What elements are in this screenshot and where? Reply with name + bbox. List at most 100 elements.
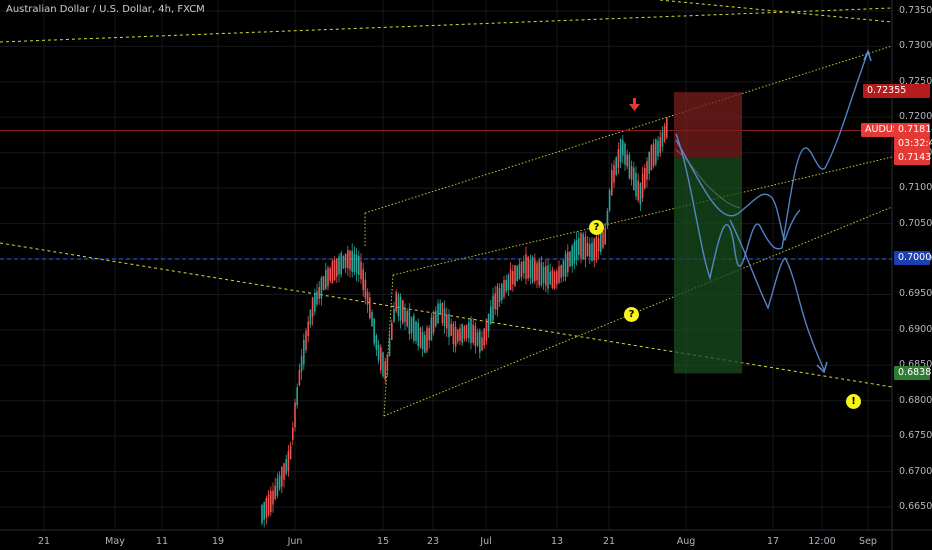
candle-body — [644, 168, 646, 189]
stop-loss-zone — [674, 92, 742, 158]
x-tick-label: 19 — [211, 536, 225, 547]
candle-body — [450, 323, 452, 336]
projection-paths[interactable] — [675, 51, 869, 371]
candle-body — [362, 269, 364, 291]
candle-body — [564, 253, 567, 277]
candle-body — [265, 497, 268, 518]
candle-body — [586, 242, 589, 256]
candle-body — [648, 151, 650, 174]
candle-body — [320, 277, 323, 299]
candle-body — [584, 236, 587, 260]
candle-body — [283, 463, 285, 480]
candle-body — [474, 326, 477, 347]
candle-body — [358, 255, 360, 275]
candle-body — [659, 137, 661, 153]
candle-body — [338, 256, 340, 275]
candle-body — [549, 271, 551, 285]
candle-body — [545, 266, 547, 286]
candle-body — [287, 451, 290, 472]
candle-body — [448, 313, 450, 338]
candle-body — [591, 242, 593, 261]
candle-body — [360, 261, 362, 280]
candle-body — [292, 427, 294, 440]
candle-body — [650, 145, 653, 171]
question-marker-1: ? — [589, 220, 604, 235]
candle-body — [366, 292, 369, 305]
x-tick-label: 17 — [766, 536, 780, 547]
chart-title: Australian Dollar / U.S. Dollar, 4h, FXC… — [6, 4, 205, 15]
candle-body — [622, 140, 624, 156]
candle-body — [355, 254, 358, 274]
candle-body — [373, 318, 375, 344]
candle-body — [628, 154, 631, 179]
candle-body — [657, 140, 659, 157]
candle-body — [439, 303, 441, 315]
candle-body — [377, 344, 380, 361]
candle-body — [281, 467, 283, 487]
candle-body — [353, 253, 356, 272]
candle-body — [303, 339, 305, 365]
candle-body — [437, 303, 439, 324]
position-zones[interactable] — [674, 92, 742, 374]
candle-body — [404, 308, 406, 322]
candle-body — [578, 238, 580, 256]
candle-body — [505, 279, 507, 292]
candle-body — [516, 265, 518, 282]
candle-body — [613, 165, 615, 183]
candle-body — [454, 326, 457, 347]
entry-price-label: 0.71438 — [894, 151, 932, 165]
bullish-projection-path — [675, 51, 869, 281]
candle-body — [432, 314, 435, 333]
candle-body — [340, 253, 342, 275]
candle-body — [452, 323, 455, 345]
candle-body — [382, 352, 384, 377]
candle-body — [424, 334, 426, 353]
candle-body — [509, 269, 512, 290]
channel-upper-line — [364, 45, 893, 214]
candle-body — [617, 149, 620, 168]
x-tick-label: May — [105, 536, 125, 547]
candle-body — [470, 319, 472, 344]
candle-body — [483, 328, 485, 346]
candle-body — [459, 328, 461, 341]
question-marker-2: ? — [624, 307, 639, 322]
candle-body — [661, 131, 664, 147]
candle-body — [538, 260, 540, 286]
candle-body — [525, 254, 527, 279]
candle-body — [547, 265, 549, 289]
arrowhead-up — [863, 48, 872, 62]
candle-body — [611, 170, 613, 196]
candle-body — [395, 292, 397, 312]
candle-body — [344, 253, 347, 268]
channel-anchor-2 — [383, 274, 394, 417]
candle-body — [575, 239, 578, 260]
candle-body — [479, 330, 481, 353]
candle-body — [635, 172, 637, 197]
candle-body — [386, 354, 389, 371]
candle-body — [573, 242, 576, 264]
x-tick-label: 12:00 — [808, 536, 836, 547]
candle-body — [589, 244, 591, 258]
candle-body — [347, 250, 349, 268]
candle-body — [655, 139, 657, 164]
target-low-label: 0.68385 — [894, 366, 932, 380]
candle-body — [309, 309, 312, 325]
candle-body — [518, 264, 521, 279]
candle-body — [571, 245, 573, 267]
candle-body — [272, 490, 274, 505]
candle-body — [329, 268, 331, 281]
candle-body — [276, 478, 279, 496]
candle-body — [380, 347, 382, 371]
candle-body — [294, 402, 296, 428]
candle-body — [435, 311, 437, 326]
candle-body — [391, 322, 393, 340]
trendlines[interactable] — [0, 0, 893, 417]
candle-body — [331, 260, 334, 284]
candle-body — [562, 260, 565, 277]
